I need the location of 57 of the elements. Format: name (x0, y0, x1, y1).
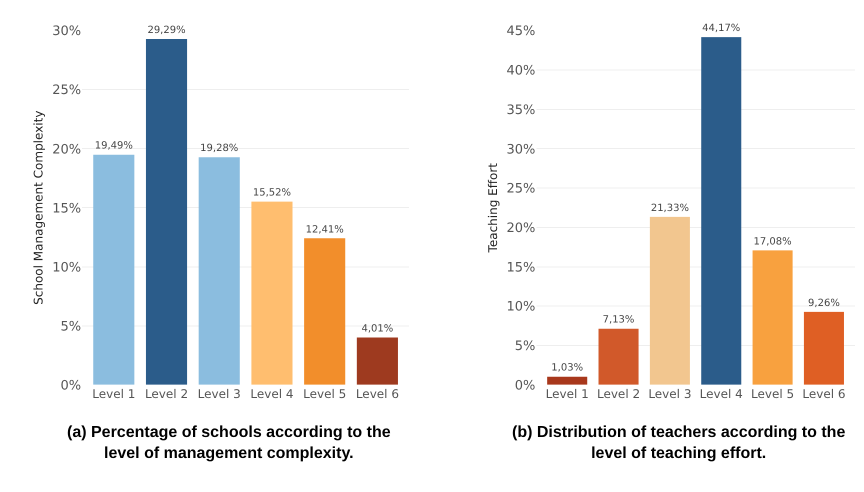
data-label: 12,41% (306, 224, 344, 236)
x-tick-label: Level 6 (356, 386, 399, 401)
data-label: 15,52% (252, 188, 292, 199)
data-label: 19,49% (94, 140, 133, 152)
data-label: 29,29% (147, 25, 186, 36)
data-label: 17,08% (754, 236, 792, 248)
y-axis-title: Teaching Effort (486, 162, 500, 254)
data-label: 44,17% (702, 23, 740, 34)
data-label: 21,33% (650, 202, 689, 214)
y-tick-label: 25% (52, 83, 82, 98)
x-tick-label: Level 6 (802, 386, 846, 401)
bar (701, 37, 742, 385)
x-tick-label: Level 5 (303, 386, 346, 401)
y-tick-label: 40% (506, 64, 536, 79)
y-tick-label: 5% (60, 319, 82, 334)
bar (93, 154, 134, 385)
bar (804, 312, 844, 385)
y-tick-label: 20% (506, 220, 536, 236)
bar (146, 39, 188, 385)
y-tick-label: 10% (52, 260, 82, 276)
y-tick-label: 35% (506, 102, 536, 118)
data-label: 1,03% (551, 362, 584, 374)
x-tick-label: Level 3 (198, 386, 241, 401)
y-tick-label: 15% (52, 201, 82, 216)
text: (a) Percentage of schools according to the level of management complexity. (67, 424, 391, 462)
bar (752, 250, 793, 385)
x-tick-label: Level 2 (144, 386, 188, 401)
data-label: 19,28% (200, 143, 238, 154)
y-tick-label: 45% (506, 24, 536, 40)
bar (251, 202, 293, 385)
y-tick-label: 25% (506, 182, 536, 197)
x-tick-label: Level 4 (250, 386, 294, 401)
y-tick-label: 10% (506, 300, 536, 315)
data-label: 9,26% (808, 298, 840, 309)
y-tick-label: 20% (52, 142, 82, 158)
x-tick-label: Level 1 (92, 386, 136, 401)
y-tick-label: 0% (60, 378, 82, 394)
data-label: 7,13% (602, 314, 634, 326)
y-tick-label: 30% (52, 24, 82, 40)
y-axis-title: School Management Complexity (32, 110, 46, 305)
y-tick-label: 15% (506, 260, 536, 276)
data-label: 4,01% (362, 323, 394, 334)
x-tick-label: Level 4 (700, 386, 743, 401)
y-tick-label: 5% (514, 339, 536, 354)
bar (356, 337, 398, 385)
bar (547, 376, 588, 385)
x-tick-label: Level 3 (648, 386, 692, 401)
bar (650, 216, 690, 385)
y-tick-label: 30% (506, 142, 536, 158)
bar (198, 157, 240, 385)
x-tick-label: Level 2 (596, 386, 640, 401)
bar (304, 238, 346, 385)
x-tick-label: Level 5 (751, 386, 794, 401)
x-tick-label: Level 1 (546, 386, 589, 401)
bar (598, 328, 639, 385)
y-tick-label: 0% (514, 378, 536, 394)
text: (b) Distribution of teachers according to the level of teaching effort. (512, 424, 846, 462)
